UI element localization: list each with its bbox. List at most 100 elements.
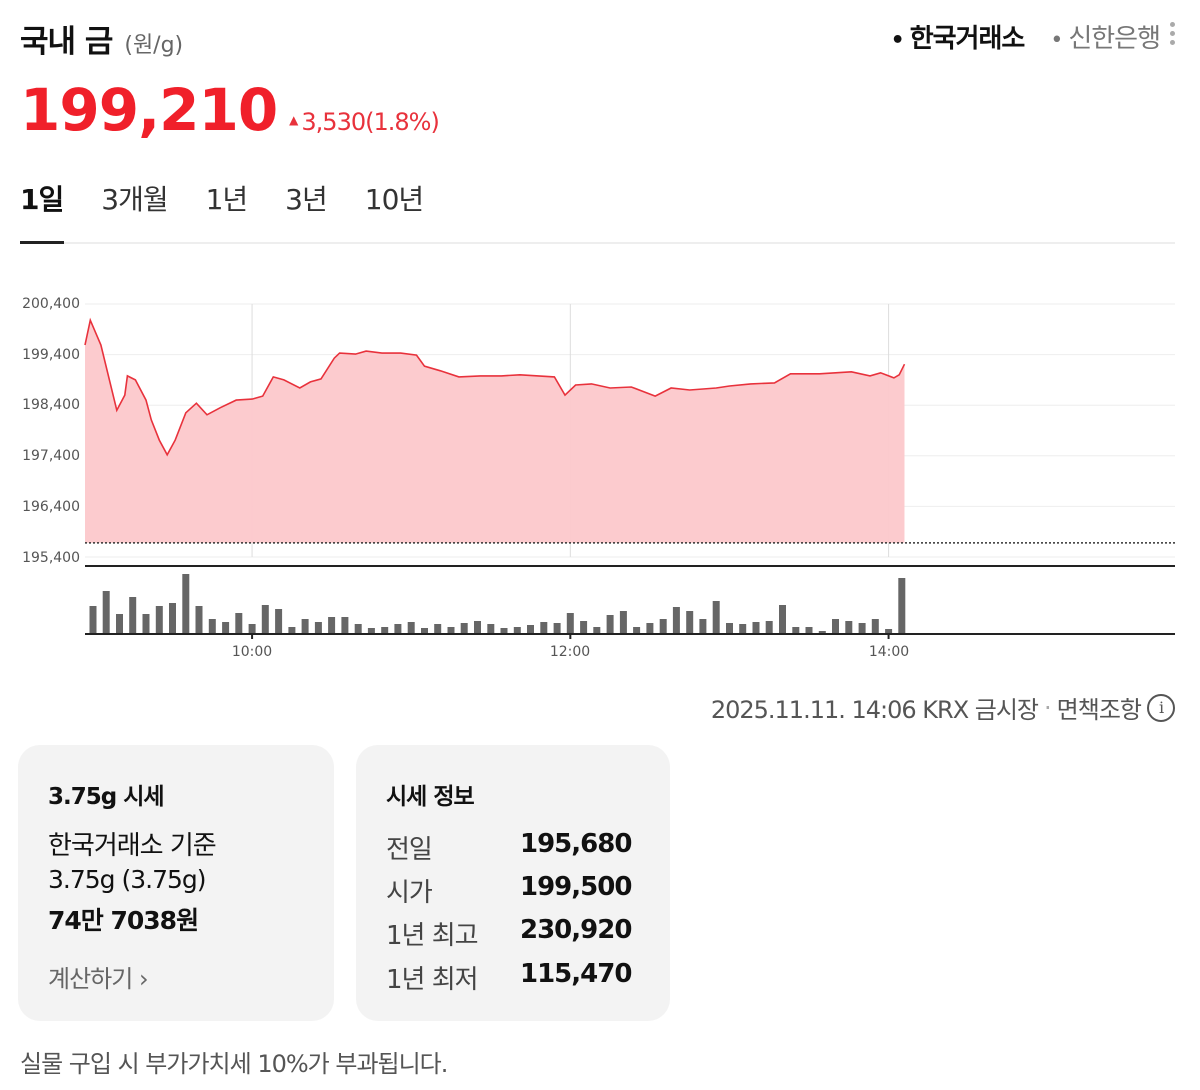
tab-3-years[interactable]: 3년: [285, 183, 328, 216]
volume-bar: [898, 578, 906, 634]
volume-bar: [699, 619, 707, 634]
y-tick-label: 195,400: [22, 550, 80, 566]
vat-notice: 실물 구입 시 부가가치세 10%가 부과됩니다.: [20, 1050, 448, 1078]
volume-bar: [407, 622, 415, 634]
volume-bar: [845, 621, 853, 634]
y-tick-label: 200,400: [22, 296, 80, 312]
volume-bar: [858, 623, 866, 634]
price-row: 199,210 ▲ 3,530(1.8%): [20, 76, 440, 144]
volume-bar: [89, 606, 97, 634]
volume-bar: [261, 605, 269, 634]
source-label: 신한은행: [1068, 24, 1161, 54]
info-row-52w-low: 1년 최저 115,470: [386, 959, 632, 996]
price-area: [85, 320, 905, 543]
y-axis-labels: 200,400 199,400 198,400 197,400 196,400 …: [22, 296, 80, 566]
volume-bar: [288, 627, 296, 634]
row-value: 230,920: [520, 915, 632, 945]
volume-bar: [805, 627, 813, 634]
volume-bar: [672, 607, 680, 634]
volume-bar: [474, 621, 481, 634]
volume-bar: [116, 614, 123, 634]
source-korea-exchange[interactable]: • 한국거래소: [891, 18, 1026, 55]
volume-bar: [381, 627, 389, 634]
card-price-info: 시세 정보 전일 195,680 시가 199,500 1년 최고 230,920 1…: [356, 745, 670, 1021]
info-row-prev-close: 전일 195,680: [386, 829, 632, 866]
volume-bar: [765, 621, 773, 634]
volume-bar: [726, 623, 733, 634]
volume-bar: [580, 621, 588, 634]
volume-bar: [341, 617, 349, 634]
volume-bar: [527, 625, 534, 634]
card-title: 시세 정보: [386, 784, 475, 810]
volume-bar: [102, 591, 110, 634]
volume-bar: [540, 622, 548, 634]
calculate-link[interactable]: 계산하기 ›: [48, 959, 149, 994]
info-row-52w-high: 1년 최고 230,920: [386, 915, 632, 952]
volume-bar: [871, 619, 879, 634]
disclaimer-link[interactable]: 면책조항: [1056, 696, 1142, 724]
tab-3-months[interactable]: 3개월: [101, 183, 168, 216]
volume-bar: [619, 611, 627, 634]
volume-bar: [487, 624, 495, 634]
row-label: 1년 최고: [386, 921, 479, 951]
volume-bar: [235, 613, 243, 634]
volume-bar: [421, 628, 428, 634]
volume-bar: [593, 627, 601, 634]
volume-bar: [155, 606, 163, 634]
source-selector: • 한국거래소 • 신한은행: [891, 18, 1161, 55]
row-label: 1년 최저: [386, 965, 479, 995]
row-value: 115,470: [520, 959, 632, 989]
page-title: 국내 금: [20, 24, 113, 60]
kebab-menu-icon[interactable]: [1170, 22, 1176, 49]
x-tick-label: 10:00: [232, 644, 272, 660]
unit-label: (원/g): [124, 33, 184, 58]
volume-bar: [885, 629, 893, 634]
up-arrow-icon: ▲: [289, 113, 298, 127]
volume-bar: [354, 624, 362, 634]
volume-bar: [818, 631, 826, 634]
change-percent: (1.8%): [365, 108, 440, 136]
tab-1-day[interactable]: 1일: [20, 183, 64, 216]
bullet-icon: •: [1050, 28, 1063, 53]
title-row: 국내 금 (원/g): [20, 16, 183, 61]
chevron-right-icon: ›: [138, 965, 149, 993]
volume-bar: [606, 615, 614, 634]
volume-bar: [434, 624, 442, 634]
volume-bar: [275, 609, 283, 634]
x-tick-label: 14:00: [869, 644, 909, 660]
volume-bar: [142, 614, 150, 634]
y-tick-label: 198,400: [22, 397, 80, 413]
card-3-75g-price: 3.75g 시세 한국거래소 기준 3.75g (3.75g) 74만 7038…: [18, 745, 334, 1021]
volume-bar: [686, 611, 694, 634]
y-tick-label: 199,400: [22, 347, 80, 363]
volume-bar: [460, 623, 468, 634]
separator: ·: [1044, 693, 1052, 722]
tab-1-year[interactable]: 1년: [205, 183, 249, 216]
volume-bar: [500, 628, 508, 634]
data-timestamp: 2025.11.11. 14:06 KRX 금시장 · 면책조항 i: [711, 690, 1175, 725]
price-chart[interactable]: 200,400 199,400 198,400 197,400 196,400 …: [0, 290, 1200, 670]
tab-10-years[interactable]: 10년: [364, 183, 424, 216]
row-value: 199,500: [520, 872, 632, 902]
volume-bar: [447, 627, 455, 634]
volume-bar: [646, 623, 654, 634]
volume-bar: [328, 617, 336, 634]
info-icon[interactable]: i: [1147, 693, 1175, 722]
source-shinhan-bank[interactable]: • 신한은행: [1050, 18, 1161, 55]
row-label: 전일: [386, 835, 433, 865]
calculate-label: 계산하기: [48, 965, 133, 993]
active-tab-indicator: [20, 241, 64, 244]
y-tick-label: 196,400: [22, 499, 80, 515]
card-title: 3.75g 시세: [48, 784, 165, 810]
weight: 3.75g (3.75g): [48, 865, 207, 894]
volume-bar: [248, 624, 256, 634]
current-price: 199,210: [20, 76, 278, 144]
price-change: ▲ 3,530(1.8%): [289, 108, 440, 136]
row-value: 195,680: [520, 829, 632, 859]
volume-bar: [752, 622, 760, 634]
price-basis: 한국거래소 기준: [48, 831, 217, 861]
volume-bar: [222, 622, 230, 634]
x-tick-label: 12:00: [550, 644, 590, 660]
volume-bar: [553, 623, 561, 634]
volume-bar: [208, 619, 216, 634]
